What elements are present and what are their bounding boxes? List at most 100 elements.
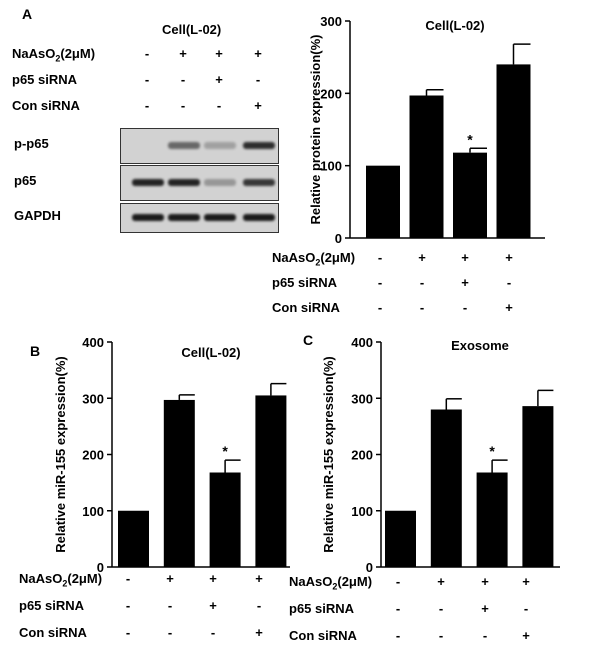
plus-sign: + — [209, 571, 217, 586]
treatment-label-suffix: (2μM) — [67, 571, 103, 586]
blot-band — [204, 142, 236, 149]
treatment-label-suffix: (2μM) — [320, 250, 356, 265]
treatment-label: NaAsO2(2μM) — [289, 574, 372, 592]
minus-sign: - — [482, 628, 488, 643]
minus-sign: - — [395, 601, 401, 616]
blot-strip — [120, 203, 279, 233]
y-tick-label: 300 — [320, 14, 342, 29]
y-tick-label: 400 — [82, 335, 104, 350]
significance-marker: * — [222, 443, 228, 459]
y-tick-label: 100 — [320, 159, 342, 174]
minus-sign: - — [180, 72, 186, 87]
bar — [163, 399, 195, 567]
y-tick-label: 100 — [82, 504, 104, 519]
minus-sign: - — [438, 601, 444, 616]
blot-condition-label: Con siRNA — [12, 98, 80, 113]
blot-strip — [120, 165, 279, 201]
blot-band — [243, 142, 275, 149]
significance-marker: * — [467, 131, 473, 147]
blot-condition-label-subscript: 2 — [55, 53, 61, 64]
chart-title: Cell(L-02) — [181, 345, 240, 360]
blot-title: Cell(L-02) — [162, 22, 222, 37]
y-tick-label: 0 — [366, 560, 373, 575]
minus-sign: - — [506, 275, 512, 290]
plus-sign: + — [215, 46, 223, 61]
panel-label-c: C — [303, 332, 314, 348]
minus-sign: - — [419, 275, 425, 290]
minus-sign: - — [419, 300, 425, 315]
minus-sign: - — [125, 571, 131, 586]
y-axis-label: Relative miR-155 expression(%) — [321, 356, 336, 553]
plus-sign: + — [481, 601, 489, 616]
treatment-label-text: p65 siRNA — [289, 601, 355, 616]
treatment-label-text: NaAsO — [19, 571, 63, 586]
minus-sign: - — [210, 625, 216, 640]
y-tick-label: 0 — [97, 560, 104, 575]
plus-sign: + — [505, 250, 513, 265]
treatment-label: NaAsO2(2μM) — [19, 571, 102, 589]
blot-condition-label-text: Con siRNA — [12, 98, 80, 113]
minus-sign: - — [256, 598, 262, 613]
minus-sign: - — [144, 46, 150, 61]
treatment-label: Con siRNA — [19, 625, 87, 640]
plus-sign: + — [254, 98, 262, 113]
treatment-label: p65 siRNA — [272, 275, 337, 290]
blot-row-label: p-p65 — [14, 136, 49, 151]
treatment-label: Con siRNA — [289, 628, 357, 643]
treatment-label-text: Con siRNA — [289, 628, 357, 643]
minus-sign: - — [125, 598, 131, 613]
blot-strip — [120, 128, 279, 164]
bar — [453, 152, 487, 238]
bar — [409, 95, 444, 239]
minus-sign: - — [144, 72, 150, 87]
blot-band — [204, 214, 236, 221]
chart-title: Cell(L-02) — [425, 18, 484, 33]
y-tick-label: 300 — [82, 391, 104, 406]
y-tick-label: 400 — [351, 335, 373, 350]
blot-band — [168, 214, 200, 221]
minus-sign: - — [216, 98, 222, 113]
bar — [209, 472, 241, 567]
minus-sign: - — [377, 300, 383, 315]
minus-sign: - — [523, 601, 529, 616]
plus-sign: + — [505, 300, 513, 315]
minus-sign: - — [167, 598, 173, 613]
bar — [385, 510, 416, 567]
y-tick-label: 200 — [82, 448, 104, 463]
bar — [476, 472, 508, 567]
plus-sign: + — [254, 46, 262, 61]
treatment-label-text: p65 siRNA — [272, 275, 338, 290]
plus-sign: + — [461, 275, 469, 290]
blot-band — [204, 179, 236, 186]
minus-sign: - — [377, 275, 383, 290]
treatment-label-subscript: 2 — [62, 578, 68, 589]
plus-sign: + — [461, 250, 469, 265]
plus-sign: + — [255, 625, 263, 640]
y-axis-label: Relative protein expression(%) — [308, 35, 323, 225]
treatment-label-subscript: 2 — [315, 257, 321, 268]
bar — [118, 510, 149, 567]
minus-sign: - — [125, 625, 131, 640]
plus-sign: + — [179, 46, 187, 61]
treatment-label-suffix: (2μM) — [337, 574, 373, 589]
blot-condition-label: p65 siRNA — [12, 72, 77, 87]
minus-sign: - — [144, 98, 150, 113]
y-tick-label: 200 — [351, 448, 373, 463]
treatment-label: p65 siRNA — [289, 601, 354, 616]
blot-condition-label: NaAsO2(2μM) — [12, 46, 95, 64]
plus-sign: + — [209, 598, 217, 613]
plus-sign: + — [215, 72, 223, 87]
blot-band — [132, 214, 164, 221]
treatment-label-text: Con siRNA — [19, 625, 87, 640]
blot-row-label: GAPDH — [14, 208, 61, 223]
blot-band — [243, 214, 275, 221]
y-axis-label: Relative miR-155 expression(%) — [53, 356, 68, 553]
panel-label-a: A — [22, 6, 33, 22]
treatment-label-text: NaAsO — [272, 250, 316, 265]
chart-title: Exosome — [451, 338, 509, 353]
bar — [522, 406, 554, 567]
minus-sign: - — [180, 98, 186, 113]
plus-sign: + — [255, 571, 263, 586]
blot-row-label: p65 — [14, 173, 37, 188]
